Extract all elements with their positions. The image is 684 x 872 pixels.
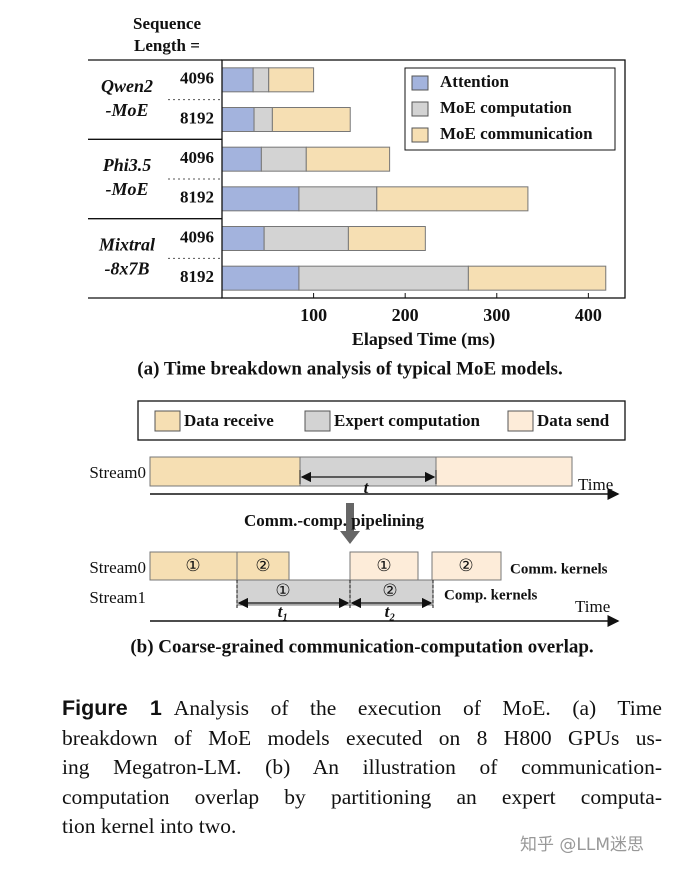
figure: Data receive Expert computation Data sen… xyxy=(88,14,626,657)
category-label: 4096 xyxy=(180,227,214,246)
caption: (a) Time breakdown analysis of typical M… xyxy=(137,358,562,379)
legend-label: Data receive xyxy=(184,411,274,430)
caption-text: computation overlap by partitioning an e… xyxy=(62,784,662,809)
bar-segment xyxy=(298,186,378,212)
x-tick-label: 100 xyxy=(300,305,327,325)
bar-segment xyxy=(271,107,351,132)
caption-text: breakdown of MoE models executed on 8 H8… xyxy=(62,725,662,750)
swatch xyxy=(507,410,534,432)
note: Comp. kernels xyxy=(444,587,537,603)
legend-swatch xyxy=(411,127,429,143)
legend-label: Attention xyxy=(440,72,509,91)
time-label: Time xyxy=(575,597,610,616)
bar-segment xyxy=(376,186,529,212)
bar-segment xyxy=(260,146,307,172)
bar-segment xyxy=(221,67,254,93)
figure-label: Figure 1 xyxy=(62,696,162,720)
group-label: -MoE xyxy=(105,179,148,199)
x-tick-label: 300 xyxy=(483,305,510,325)
category-label: 4096 xyxy=(180,148,214,167)
group-label: Phi3.5 xyxy=(102,155,152,175)
bar-segment xyxy=(253,107,273,132)
figure-caption: Figure 1 Analysis of the execution of MoE… xyxy=(62,694,662,842)
group-label: Mixtral xyxy=(98,234,155,254)
bar-segment xyxy=(221,186,300,212)
send-block xyxy=(435,456,573,487)
legend-label: MoE communication xyxy=(440,124,593,143)
caption-line: breakdown of MoE models executed on 8 H8… xyxy=(62,724,662,754)
x-tick-label: 400 xyxy=(575,305,602,325)
legend-label: Expert computation xyxy=(334,411,480,430)
stream-label: Stream1 xyxy=(89,588,146,607)
legend-label: MoE computation xyxy=(440,98,572,117)
group-label: Qwen2 xyxy=(101,76,153,96)
down-arrow xyxy=(340,503,360,544)
receive-block xyxy=(236,551,290,581)
bar-segment xyxy=(298,265,469,291)
duration-label: t xyxy=(364,478,370,497)
caption: (b) Coarse-grained communication-computa… xyxy=(130,636,593,657)
bar-segment xyxy=(268,67,315,93)
caption-line: ing Megatron-LM. (b) An illustration of … xyxy=(62,753,662,783)
legend-swatch xyxy=(411,101,429,117)
bar-segment xyxy=(252,67,270,93)
x-tick-label: 200 xyxy=(392,305,419,325)
pipelining-label: Comm.-comp. pipelining xyxy=(244,511,424,530)
chunk-label: ② xyxy=(255,556,270,575)
note: Comm. kernels xyxy=(510,561,608,577)
category-label: 4096 xyxy=(180,69,214,88)
caption-line: Figure 1 Analysis of the execution of MoE… xyxy=(62,694,662,724)
x-axis-label: Elapsed Time (ms) xyxy=(352,329,495,350)
caption-line: tion kernel into two. xyxy=(62,812,662,842)
legend-box xyxy=(404,67,616,151)
bar-segment xyxy=(263,226,349,251)
swatch xyxy=(304,410,331,432)
send-block xyxy=(431,551,502,581)
chunk-label: ② xyxy=(382,581,397,600)
caption-line: computation overlap by partitioning an e… xyxy=(62,783,662,813)
legend-box xyxy=(137,400,626,441)
receive-block xyxy=(149,551,238,581)
chunk-label: ① xyxy=(275,581,290,600)
receive-block xyxy=(149,456,301,487)
bar-segment xyxy=(221,146,262,172)
bar-segment xyxy=(347,226,426,251)
caption-text: ing Megatron-LM. (b) An illustration of … xyxy=(62,755,662,779)
chunk-label: ① xyxy=(185,556,200,575)
bar-segment xyxy=(221,265,300,291)
bar-segment xyxy=(467,265,607,291)
header: Length = xyxy=(134,36,200,55)
legend-label: Data send xyxy=(537,411,610,430)
stream-label: Stream0 xyxy=(89,463,146,482)
bar-segment xyxy=(221,226,265,251)
legend-swatch xyxy=(411,75,429,91)
header: Sequence xyxy=(133,14,201,33)
stream-label: Stream0 xyxy=(89,558,146,577)
time-label: Time xyxy=(578,475,613,494)
category-label: 8192 xyxy=(180,267,214,286)
group-label: -MoE xyxy=(105,100,148,120)
watermark: 知乎 @LLM迷思 xyxy=(520,835,645,855)
caption-text: Analysis of the execution of MoE. (a) Ti… xyxy=(173,696,662,720)
bar-segment xyxy=(305,146,391,172)
duration-label: t₂ xyxy=(385,602,396,621)
duration-label: t₁ xyxy=(278,602,289,621)
send-block xyxy=(349,551,419,581)
plot-frame xyxy=(221,59,626,299)
caption-text: tion kernel into two. xyxy=(62,814,237,838)
group-label: -8x7B xyxy=(105,258,150,278)
chunk-label: ① xyxy=(376,556,391,575)
category-label: 8192 xyxy=(180,108,214,127)
bar-segment xyxy=(221,107,255,132)
category-label: 8192 xyxy=(180,188,214,207)
swatch xyxy=(154,410,181,432)
compute-block xyxy=(236,579,351,606)
chunk-label: ② xyxy=(458,556,473,575)
